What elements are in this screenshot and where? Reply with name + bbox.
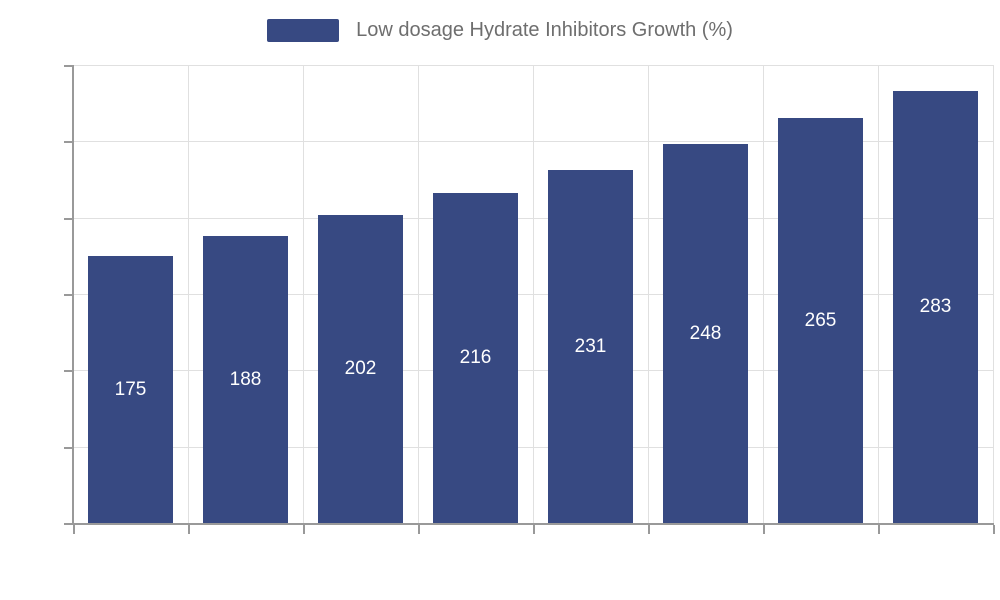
- legend-item[interactable]: Low dosage Hydrate Inhibitors Growth (%): [0, 19, 1000, 42]
- x-axis-line: [72, 523, 994, 525]
- x-tick-mark: [763, 525, 765, 534]
- bar-2029-2030[interactable]: 231: [548, 170, 633, 523]
- x-tick-mark: [188, 525, 190, 534]
- bar-2027-2028[interactable]: 202: [318, 215, 403, 523]
- bar-value-label: 202: [344, 358, 377, 379]
- x-tick-mark: [73, 525, 75, 534]
- bar-2026-2027[interactable]: 188: [203, 236, 288, 523]
- y-tick-mark: [64, 370, 72, 372]
- bar-2031-2032[interactable]: 265: [778, 118, 863, 523]
- bar-2030-2031[interactable]: 248: [663, 144, 748, 523]
- bar-value-label: 248: [689, 322, 722, 344]
- x-tick-mark: [418, 525, 420, 534]
- y-tick-mark: [64, 523, 72, 525]
- bar-value-label: 231: [574, 335, 607, 357]
- vertical-gridline: [993, 65, 994, 523]
- vertical-gridline: [763, 65, 764, 523]
- vertical-gridline: [648, 65, 649, 523]
- bar-value-label: 216: [459, 347, 492, 368]
- y-tick-mark: [64, 141, 72, 143]
- x-tick-mark: [878, 525, 880, 534]
- x-tick-mark: [533, 525, 535, 534]
- bar-value-label: 175: [114, 378, 147, 400]
- vertical-gridline: [533, 65, 534, 523]
- vertical-gridline: [878, 65, 879, 523]
- y-tick-mark: [64, 447, 72, 449]
- vertical-gridline: [418, 65, 419, 523]
- legend-label: Low dosage Hydrate Inhibitors Growth (%): [356, 19, 733, 41]
- x-tick-mark: [648, 525, 650, 534]
- vertical-gridline: [188, 65, 189, 523]
- bar-2025-2026[interactable]: 175: [88, 256, 173, 523]
- vertical-gridline: [303, 65, 304, 523]
- y-tick-mark: [64, 65, 72, 67]
- legend-swatch: [267, 19, 340, 42]
- y-tick-mark: [64, 218, 72, 220]
- y-tick-mark: [64, 294, 72, 296]
- y-axis-line: [72, 65, 74, 525]
- bar-2032-2033[interactable]: 283: [893, 91, 978, 523]
- bar-value-label: 265: [804, 309, 837, 331]
- bar-value-label: 283: [919, 296, 952, 317]
- x-tick-mark: [303, 525, 305, 534]
- bar-value-label: 188: [229, 368, 262, 390]
- bar-2028-2029[interactable]: 216: [433, 193, 518, 523]
- x-tick-mark: [993, 525, 995, 534]
